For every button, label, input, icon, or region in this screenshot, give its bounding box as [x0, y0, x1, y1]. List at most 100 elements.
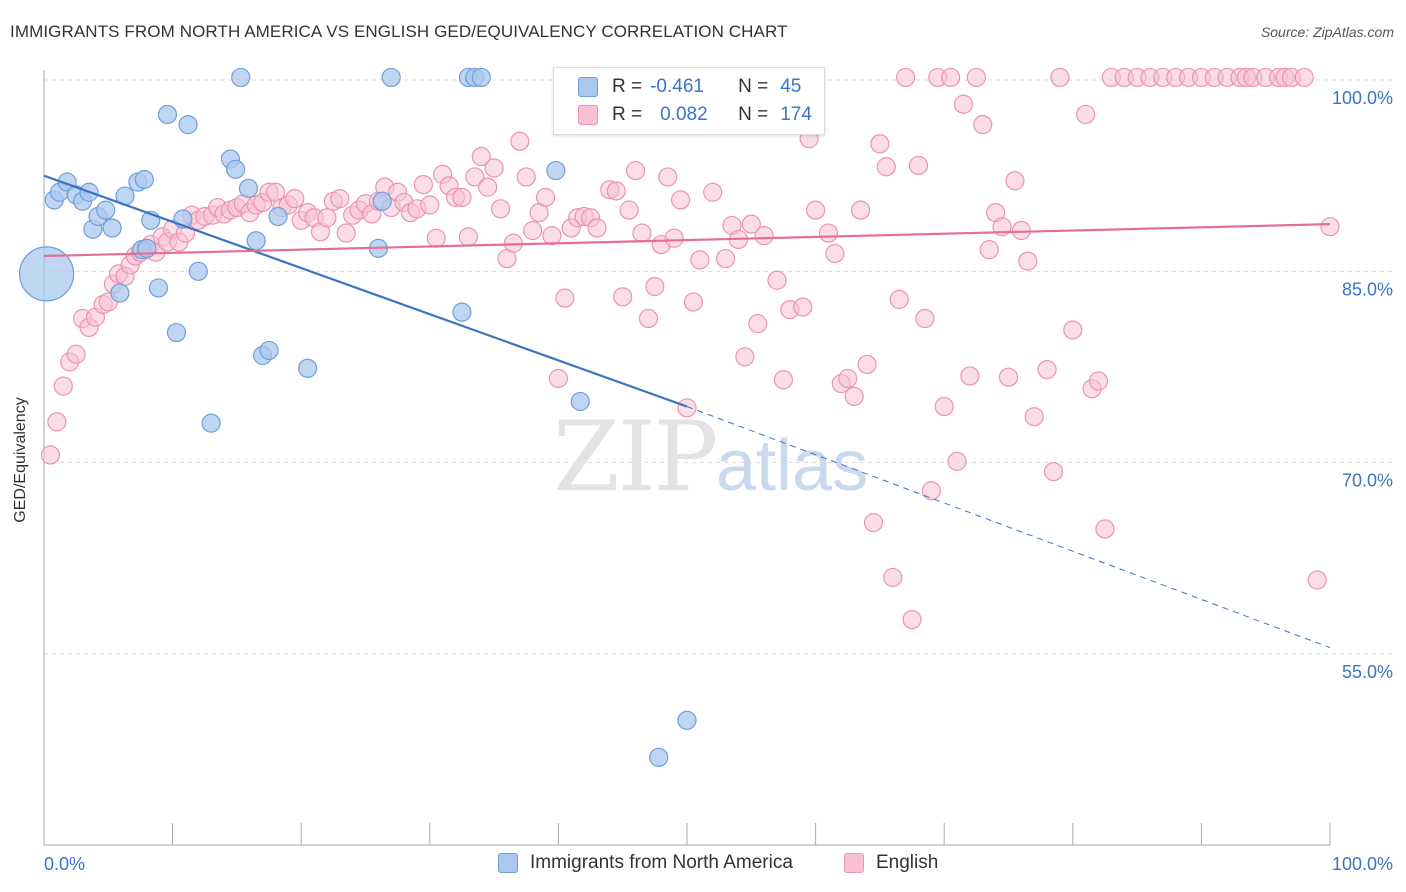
english-point [683, 292, 704, 312]
english-point [1011, 220, 1031, 241]
english-point [838, 368, 858, 389]
immigrants-point [677, 710, 697, 730]
english-point [960, 366, 980, 386]
x-tick-label: 0.0% [44, 854, 85, 874]
legend-n-value: 45 [780, 76, 802, 97]
english-point [625, 160, 646, 181]
english-point [863, 513, 884, 533]
y-tick-label: 70.0% [1342, 471, 1393, 491]
english-point [767, 270, 787, 290]
immigrants-point [188, 261, 208, 281]
english-point [825, 243, 845, 264]
legend-swatch-blue [498, 853, 518, 873]
legend-item-english[interactable]: English [844, 852, 938, 874]
immigrants-trend-extension [686, 406, 1331, 649]
english-point [966, 67, 986, 88]
legend-n-value: 174 [780, 104, 812, 125]
watermark-zip: ZIP [553, 401, 716, 513]
english-point [1076, 104, 1096, 125]
legend-label-immigrants: Immigrants from North America [530, 852, 793, 873]
legend-n-label: N = [738, 104, 769, 125]
english-point [285, 189, 305, 209]
correlation-legend: R = -0.461 N = 45 R = 0.082 N = 174 [553, 67, 825, 135]
english-point [1005, 171, 1025, 191]
english-point [844, 386, 864, 406]
english-point [941, 67, 961, 88]
english-point [735, 347, 755, 367]
english-point [715, 248, 736, 269]
y-tick-label: 85.0% [1342, 279, 1393, 299]
immigrants-point [546, 160, 566, 181]
grid-layer [44, 79, 1395, 655]
legend-r-label: R = [612, 104, 643, 125]
english-point [1320, 217, 1340, 237]
legend-swatch-pink [844, 853, 864, 873]
legend-r-value: -0.461 [650, 76, 704, 97]
english-point [953, 94, 974, 114]
immigrants-point [471, 67, 491, 88]
immigrants-point [178, 115, 198, 135]
watermark: ZIP atlas [553, 401, 868, 513]
english-point [818, 223, 839, 243]
english-point [619, 200, 639, 220]
english-point [1294, 67, 1314, 88]
immigrants-point [238, 178, 259, 199]
english-point [66, 344, 86, 364]
english-point [413, 174, 433, 195]
english-point [805, 200, 826, 220]
english-point [908, 155, 929, 176]
series-legend: Immigrants from North America English [0, 852, 1406, 878]
watermark-atlas: atlas [716, 426, 868, 506]
english-point [1037, 359, 1057, 380]
immigrants-point [102, 218, 122, 238]
english-point [1018, 251, 1038, 271]
english-point [645, 277, 665, 297]
english-point [741, 214, 761, 234]
immigrants-point [381, 67, 401, 88]
source-label: Source: ZipAtlas.com [1260, 24, 1394, 40]
english-point [336, 223, 356, 243]
legend-r-label: R = [612, 76, 643, 97]
legend-swatch-blue [578, 77, 598, 97]
english-point [677, 398, 697, 418]
english-point [465, 167, 485, 187]
y-tick-label: 100.0% [1332, 88, 1393, 108]
english-point [471, 146, 491, 167]
english-point [998, 367, 1019, 387]
english-point [632, 223, 652, 243]
english-point [934, 396, 954, 417]
immigrants-point [110, 283, 130, 303]
legend-item-immigrants[interactable]: Immigrants from North America [498, 852, 793, 874]
english-point [703, 182, 723, 202]
english-point [330, 189, 350, 209]
english-point [1307, 570, 1327, 590]
english-point [478, 177, 498, 197]
english-point [47, 412, 67, 432]
y-tick-label: 55.0% [1342, 662, 1393, 682]
legend-n-label: N = [738, 76, 769, 97]
english-point [548, 368, 569, 389]
english-points [40, 67, 1340, 630]
english-point [458, 227, 478, 247]
english-point [638, 308, 659, 329]
english-point [1024, 407, 1044, 427]
immigrants-point [570, 391, 590, 412]
chart-title: IMMIGRANTS FROM NORTH AMERICA VS ENGLISH… [10, 22, 788, 41]
english-point [510, 131, 530, 151]
english-point [664, 228, 684, 248]
legend-row-immigrants: R = -0.461 N = 45 [578, 74, 801, 100]
english-point [1050, 67, 1070, 88]
english-point [670, 190, 691, 210]
english-point [870, 134, 890, 154]
english-point [490, 199, 511, 219]
english-point [754, 226, 774, 246]
english-point [793, 297, 813, 317]
legend-label-english: English [876, 852, 939, 873]
english-point [606, 181, 626, 201]
trend-lines [43, 174, 1331, 649]
immigrants-trend-line [43, 174, 688, 408]
english-point [1095, 519, 1115, 539]
english-point [889, 289, 909, 309]
x-tick-label: 100.0% [1332, 854, 1393, 874]
